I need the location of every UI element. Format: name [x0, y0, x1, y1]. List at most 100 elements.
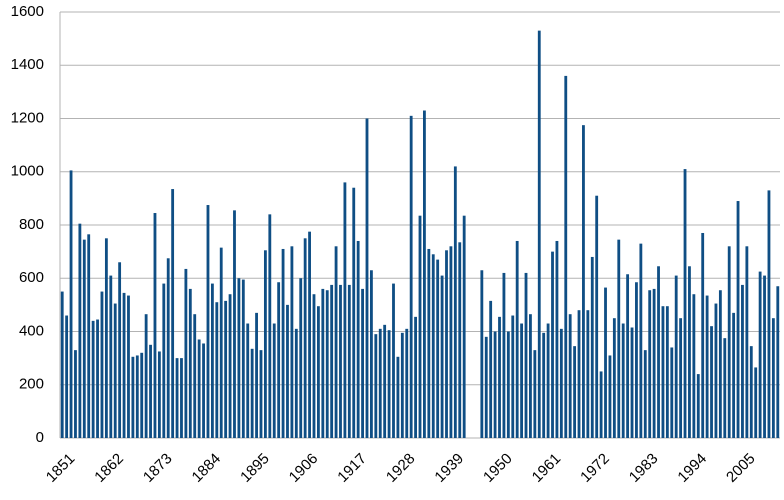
bar [294, 328, 298, 438]
bar [498, 316, 501, 438]
bar [277, 282, 281, 438]
bar [104, 238, 108, 438]
bar [334, 246, 338, 438]
bar [776, 286, 780, 438]
bar [537, 30, 541, 438]
bar [166, 258, 170, 438]
bar [299, 278, 303, 438]
bar [582, 125, 585, 438]
bar [383, 324, 387, 438]
bar [233, 210, 236, 438]
bar [356, 240, 360, 438]
bar [210, 283, 214, 438]
bar [599, 371, 603, 438]
x-tick-label: 1928 [383, 450, 419, 486]
bar [339, 284, 342, 438]
x-tick-label: 1884 [189, 450, 225, 486]
bar [78, 223, 82, 438]
bar [153, 213, 157, 438]
bar [286, 304, 289, 438]
bar [400, 332, 404, 438]
bar [506, 331, 510, 438]
bar [250, 348, 254, 438]
bar [387, 330, 391, 438]
bar [564, 75, 568, 439]
bar [718, 290, 722, 438]
bar [87, 234, 91, 438]
bar [374, 334, 378, 438]
bar [573, 346, 577, 438]
bar [440, 275, 444, 438]
bar [617, 239, 621, 438]
y-tick-label: 1000 [11, 163, 44, 180]
bar [343, 182, 347, 438]
bar [745, 246, 749, 438]
y-tick-label: 1600 [11, 3, 44, 20]
bar [741, 284, 744, 438]
bar [140, 352, 144, 438]
bar [312, 294, 316, 438]
bar [674, 275, 678, 438]
bar [696, 374, 700, 438]
bar [586, 310, 590, 438]
bar [184, 268, 188, 438]
bar [683, 169, 687, 438]
bar [392, 283, 395, 438]
bar [127, 295, 130, 438]
bar [502, 272, 506, 438]
bar [268, 214, 272, 438]
bar [60, 291, 64, 438]
bar [670, 347, 674, 438]
bar [462, 215, 466, 438]
bar [241, 279, 245, 438]
bar [219, 247, 223, 438]
bar [197, 339, 201, 438]
bar [763, 275, 766, 438]
bar [652, 288, 656, 438]
bar [135, 355, 139, 438]
bar [82, 239, 86, 438]
x-tick-label: 1972 [577, 450, 613, 486]
bar [493, 331, 497, 438]
bar [736, 201, 740, 438]
bar [639, 243, 643, 438]
bar [414, 316, 417, 438]
bar [723, 338, 727, 438]
bar [732, 312, 736, 438]
bar [771, 318, 775, 438]
y-tick-label: 400 [19, 322, 44, 339]
bar [648, 290, 652, 438]
bar [255, 312, 258, 438]
x-tick-label: 1939 [431, 450, 467, 486]
bar [621, 323, 625, 438]
bar [308, 231, 311, 438]
bar [705, 295, 709, 438]
bar [612, 318, 616, 438]
bar [546, 323, 550, 438]
x-tick-label: 1961 [529, 450, 565, 486]
bar [228, 294, 232, 438]
bar [224, 300, 228, 438]
bar [122, 292, 126, 438]
bar [665, 306, 669, 438]
bar [458, 242, 462, 438]
bar [188, 288, 192, 438]
y-tick-label: 0 [36, 429, 44, 446]
bar [96, 319, 99, 438]
bar [688, 266, 691, 438]
bar [74, 350, 77, 438]
bar [767, 190, 771, 438]
bar [290, 246, 294, 438]
bar [524, 272, 528, 438]
bar [65, 315, 69, 438]
bar [118, 262, 122, 438]
x-tick-label: 1950 [480, 450, 516, 486]
bar [427, 248, 431, 438]
bar [710, 326, 713, 438]
bar [409, 115, 413, 439]
bar [484, 336, 488, 438]
bar [246, 323, 250, 438]
bar [113, 303, 117, 438]
